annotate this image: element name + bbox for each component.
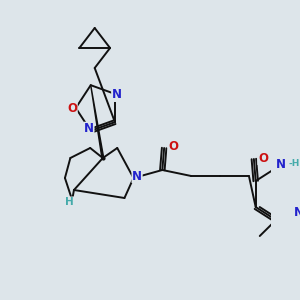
Text: N: N: [275, 158, 286, 170]
Text: -H: -H: [289, 159, 300, 168]
Polygon shape: [91, 85, 104, 158]
Text: O: O: [258, 152, 268, 164]
Text: O: O: [67, 101, 77, 115]
Text: N: N: [112, 88, 122, 101]
Text: H: H: [65, 197, 74, 207]
Text: N: N: [132, 169, 142, 182]
Text: N: N: [294, 206, 300, 218]
Text: O: O: [168, 140, 178, 152]
Text: N: N: [84, 122, 94, 135]
